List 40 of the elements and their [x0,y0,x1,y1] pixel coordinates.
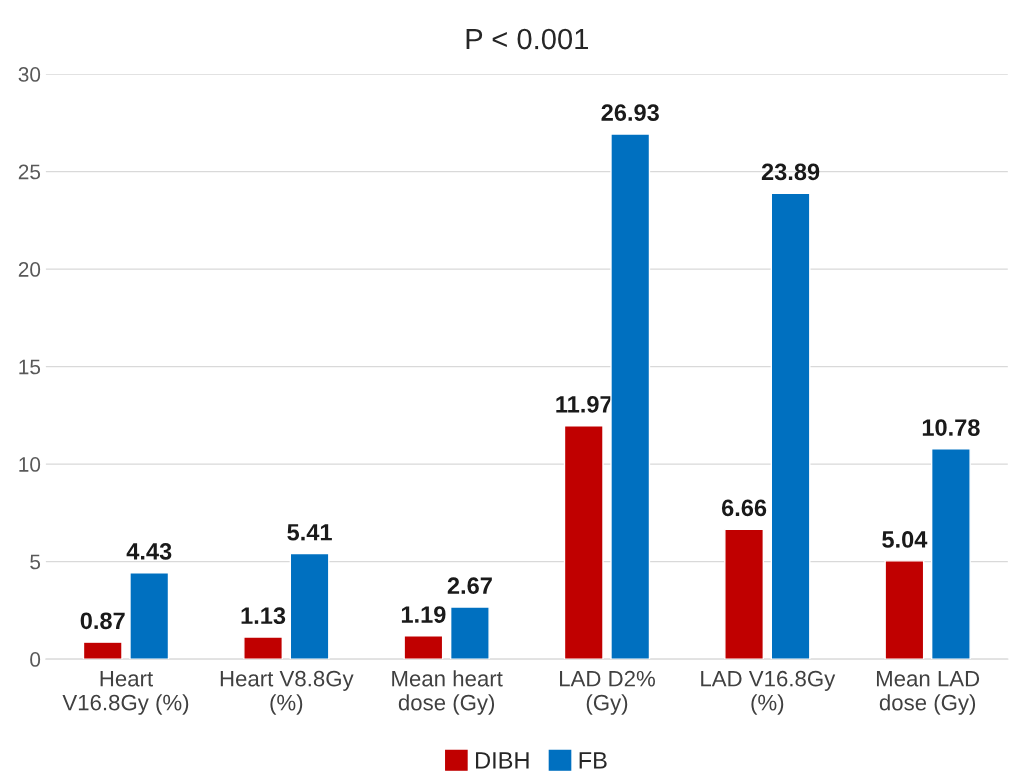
bar [403,635,444,660]
y-tick-label: 20 [18,262,41,277]
bar [82,641,123,660]
legend-label: FB [579,752,607,769]
data-label: 1.13 [241,607,286,625]
bar [610,133,651,660]
data-label: 5.41 [287,524,332,541]
data-label: 23.89 [761,163,820,181]
y-tick-label: 15 [19,359,41,375]
bar [449,606,490,660]
data-label: 26.93 [601,104,659,121]
data-label: 0.87 [80,612,125,630]
data-label: 10.78 [922,419,980,436]
x-tick-label: LAD D2% (Gy) [560,670,655,715]
data-label: 6.66 [721,499,767,517]
x-tick-label: Heart V16.8Gy (%) [62,671,189,715]
y-tick-label: 10 [19,457,41,472]
bar [129,572,170,660]
bar [884,560,925,660]
x-tick-label: Heart V8.8Gy (%) [220,670,354,715]
x-tick-label: LAD V16.8Gy (%) [701,670,836,715]
y-tick-label: 5 [30,554,41,570]
data-label: 5.04 [882,531,928,548]
data-label: 4.43 [126,543,172,560]
bar [289,552,330,660]
chart-title: P < 0.001 [466,28,588,50]
bar [243,636,283,660]
y-tick-label: 0 [30,652,41,667]
data-label: 1.19 [401,606,446,623]
legend-label: DIBH [476,752,529,769]
bar [563,424,604,660]
x-tick-label: Mean LAD dose (Gy) [876,671,980,715]
data-label: 11.97 [556,395,612,413]
bar [724,528,765,660]
y-tick-label: 25 [18,164,41,180]
x-tick-label: Mean heart dose (Gy) [392,670,503,715]
bar [930,448,971,660]
data-label: 2.67 [447,577,492,595]
y-tick-label: 30 [18,67,41,82]
bar [770,192,811,660]
